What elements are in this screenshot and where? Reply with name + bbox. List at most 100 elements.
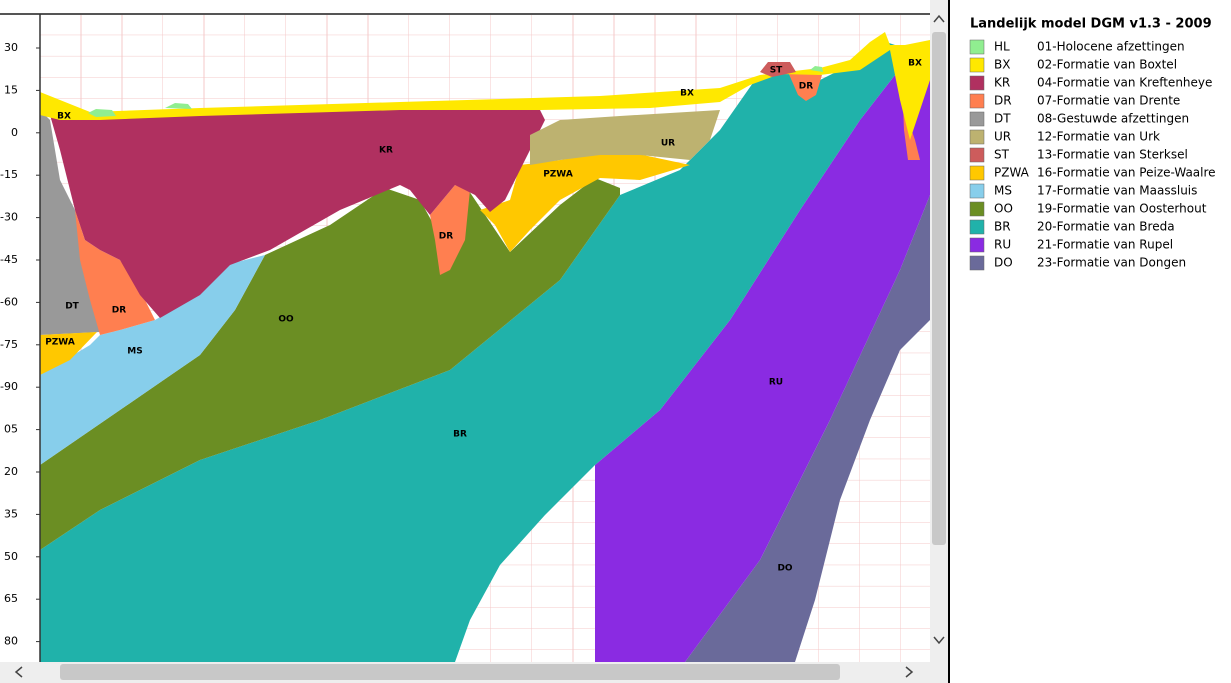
scroll-corner: [930, 662, 948, 683]
layer-dr: [75, 210, 155, 335]
section-label: UR: [661, 139, 675, 149]
layer-br: [40, 40, 895, 662]
legend-name: 07-Formatie van Drente: [1037, 94, 1180, 108]
legend: Landelijk model DGM v1.3 - 2009 HL 01-Hol…: [969, 17, 1216, 271]
layer-dr: [788, 72, 822, 101]
legend-code: BX: [994, 58, 1010, 72]
y-tick-label: -15: [0, 168, 18, 181]
section-label: ST: [770, 66, 783, 76]
section-label: DR: [439, 232, 453, 242]
legend-code: DT: [994, 112, 1011, 126]
y-tick-label: -90: [0, 380, 18, 393]
y-tick-label: 30: [4, 41, 18, 54]
y-tick-label: 20: [4, 465, 18, 478]
layer-dr: [430, 185, 470, 275]
y-axis: 30 15 0 -15 -30 -45 -60 -75 -90 05 20 35 50 65 80: [0, 41, 40, 648]
legend-name: 04-Formatie van Kreftenheye: [1037, 76, 1212, 90]
y-tick-label: 05: [4, 423, 18, 436]
layer-bx: [40, 32, 930, 140]
legend-swatch: [969, 219, 985, 235]
section-label: DR: [112, 306, 126, 316]
legend-name: 12-Formatie van Urk: [1037, 130, 1160, 144]
legend-name: 02-Formatie van Boxtel: [1037, 58, 1177, 72]
legend-name: 16-Formatie van Peize-Waalre: [1037, 166, 1216, 180]
legend-code: PZWA: [994, 166, 1030, 180]
legend-swatch: [969, 75, 985, 91]
section-label: BR: [453, 430, 467, 440]
section-label: BX: [908, 59, 922, 69]
h-scroll-thumb[interactable]: [60, 664, 840, 680]
y-tick-label: -30: [0, 211, 18, 224]
legend-name: 19-Formatie van Oosterhout: [1037, 202, 1207, 216]
legend-name: 20-Formatie van Breda: [1037, 220, 1175, 234]
section-label: PZWA: [543, 170, 573, 180]
legend-swatch: [969, 165, 985, 181]
section-label: BX: [57, 112, 71, 122]
v-scroll-thumb[interactable]: [932, 32, 946, 545]
legend-code: UR: [994, 130, 1011, 144]
section-labels: BX KR BX ST DR BX UR PZWA DR DT DR OO PZWA MS RU BR DO: [45, 59, 922, 574]
layer-hl: [165, 103, 192, 109]
legend-swatch: [969, 111, 985, 127]
legend-name: 21-Formatie van Rupel: [1037, 238, 1173, 252]
legend-swatch: [969, 201, 985, 217]
legend-swatch: [969, 237, 985, 253]
layer-pzwa: [40, 332, 97, 375]
y-tick-label: 65: [4, 592, 18, 605]
layer-ur: [530, 110, 720, 165]
y-tick-label: 80: [4, 635, 18, 648]
layer-pzwa: [480, 150, 690, 252]
legend-code: RU: [994, 238, 1011, 252]
scroll-down[interactable]: [933, 636, 945, 645]
layer-do: [685, 195, 930, 662]
legend-code: KR: [994, 76, 1010, 90]
legend-swatch: [969, 39, 985, 55]
legend-name: 08-Gestuwde afzettingen: [1037, 112, 1189, 126]
cross-section: [40, 32, 930, 662]
scroll-right[interactable]: [905, 666, 914, 678]
legend-code: DR: [994, 94, 1012, 108]
legend-code: BR: [994, 220, 1011, 234]
layer-ms: [40, 255, 265, 465]
section-label: DR: [799, 82, 813, 92]
y-tick-label: 50: [4, 550, 18, 563]
layer-hl: [88, 109, 116, 117]
legend-swatch: [969, 129, 985, 145]
section-label: BX: [680, 89, 694, 99]
section-label: DT: [65, 302, 79, 312]
legend-swatch: [969, 57, 985, 73]
legend-code: DO: [994, 256, 1013, 270]
legend-name: 01-Holocene afzettingen: [1037, 40, 1185, 54]
layer-ru: [595, 60, 930, 662]
section-label: KR: [379, 146, 393, 156]
y-tick-label: -45: [0, 253, 18, 266]
legend-code: MS: [994, 184, 1012, 198]
y-tick-label: 35: [4, 507, 18, 520]
legend-code: ST: [994, 148, 1010, 162]
layer-kr: [50, 108, 545, 318]
y-tick-label: 0: [11, 126, 18, 139]
y-tick-label: -75: [0, 338, 18, 351]
section-label: MS: [127, 347, 142, 357]
legend-name: 17-Formatie van Maassluis: [1037, 184, 1197, 198]
legend-name: 13-Formatie van Sterksel: [1037, 148, 1188, 162]
section-label: RU: [769, 378, 783, 388]
legend-swatch: [969, 255, 985, 271]
layer-oo: [40, 178, 620, 550]
legend-code: OO: [994, 202, 1013, 216]
scroll-up[interactable]: [933, 14, 945, 23]
y-tick-label: -60: [0, 295, 18, 308]
section-label: OO: [278, 315, 294, 325]
y-tick-label: 15: [4, 83, 18, 96]
legend-code: HL: [994, 40, 1010, 54]
layer-hl: [810, 66, 823, 72]
layer-st: [760, 62, 796, 77]
legend-title: Landelijk model DGM v1.3 - 2009: [970, 17, 1212, 32]
legend-name: 23-Formatie van Dongen: [1037, 256, 1186, 270]
legend-swatch: [969, 183, 985, 199]
scroll-left[interactable]: [14, 666, 23, 678]
section-label: DO: [777, 564, 792, 574]
section-label: PZWA: [45, 338, 75, 348]
